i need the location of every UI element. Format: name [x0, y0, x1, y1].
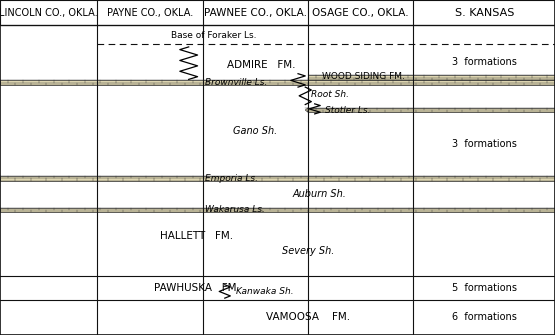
Text: 5  formations: 5 formations — [452, 283, 517, 293]
Text: Gano Sh.: Gano Sh. — [233, 126, 278, 136]
Text: Kanwaka Sh.: Kanwaka Sh. — [236, 287, 294, 296]
Text: Severy Sh.: Severy Sh. — [282, 246, 334, 256]
Text: PAWHUSKA   FM.: PAWHUSKA FM. — [154, 283, 240, 293]
Text: PAWNEE CO., OKLA.: PAWNEE CO., OKLA. — [204, 8, 307, 17]
Text: Root Sh.: Root Sh. — [311, 90, 349, 99]
Text: Stotler Ls.: Stotler Ls. — [325, 106, 370, 115]
Text: Emporia Ls.: Emporia Ls. — [205, 174, 258, 183]
Text: 3  formations: 3 formations — [452, 57, 517, 67]
Text: Wakarusa Ls.: Wakarusa Ls. — [205, 205, 265, 214]
Text: 6  formations: 6 formations — [452, 313, 517, 322]
Bar — [0, 0, 555, 25]
Text: Brownville Ls.: Brownville Ls. — [205, 78, 268, 87]
Text: HALLETT   FM.: HALLETT FM. — [160, 231, 234, 241]
Text: ADMIRE   FM.: ADMIRE FM. — [226, 60, 295, 70]
Text: WOOD SIDING FM.: WOOD SIDING FM. — [322, 72, 405, 81]
Text: 3  formations: 3 formations — [452, 139, 517, 149]
Text: VAMOOSA    FM.: VAMOOSA FM. — [266, 313, 350, 322]
Bar — [0, 80, 555, 85]
Text: LINCOLN CO., OKLA.: LINCOLN CO., OKLA. — [0, 8, 98, 17]
Bar — [308, 75, 555, 80]
Bar — [0, 208, 555, 212]
Text: PAYNE CO., OKLA.: PAYNE CO., OKLA. — [107, 8, 193, 17]
Bar — [0, 176, 555, 181]
Polygon shape — [305, 108, 308, 112]
Text: Base of Foraker Ls.: Base of Foraker Ls. — [171, 30, 256, 40]
Bar — [308, 108, 555, 112]
Text: Auburn Sh.: Auburn Sh. — [292, 189, 346, 199]
Text: S. KANSAS: S. KANSAS — [455, 8, 514, 17]
Text: OSAGE CO., OKLA.: OSAGE CO., OKLA. — [312, 8, 409, 17]
